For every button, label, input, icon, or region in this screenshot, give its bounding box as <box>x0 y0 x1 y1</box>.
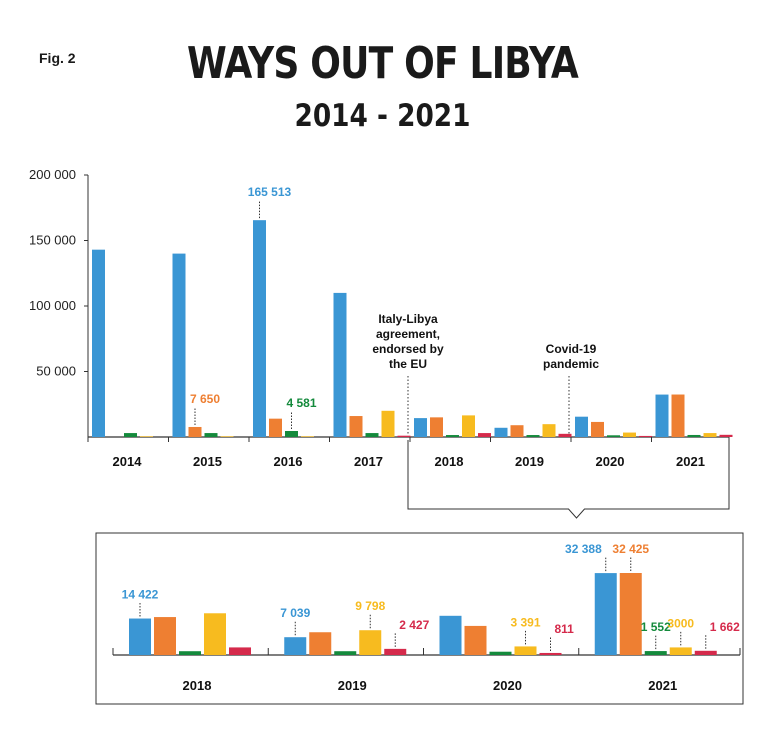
zoom-bar-yellow-2019 <box>359 630 382 655</box>
bar-blue-2015 <box>172 253 186 437</box>
value-label: 7 650 <box>190 392 220 406</box>
bar-orange-2020 <box>591 421 604 437</box>
bar-orange-2021 <box>671 394 685 437</box>
zoom-bar-orange-2019 <box>309 632 332 655</box>
bar-green-2015 <box>204 433 218 437</box>
bar-blue-2017 <box>333 292 347 437</box>
annotation-text: the EU <box>389 357 427 371</box>
x-tick-label: 2016 <box>274 454 303 469</box>
annotation-text: Italy-Libya <box>378 312 438 326</box>
zoom-value-label: 1 662 <box>710 620 740 634</box>
bar-red-2021 <box>719 434 733 437</box>
zoom-value-label: 32 388 <box>565 542 602 556</box>
chart-title: WAYS OUT OF LIBYA <box>187 38 579 89</box>
zoom-value-label: 3000 <box>667 616 694 630</box>
zoom-value-label: 1 552 <box>641 620 671 634</box>
x-tick-label: 2017 <box>354 454 383 469</box>
zoom-bar-yellow-2018 <box>204 613 226 655</box>
annotation-text: endorsed by <box>372 342 444 356</box>
y-tick-label: 150 000 <box>29 233 76 248</box>
bar-yellow-2014 <box>140 436 153 437</box>
bar-blue-2019 <box>494 427 508 437</box>
x-tick-label: 2015 <box>193 454 222 469</box>
bar-green-2017 <box>365 433 379 437</box>
zoom-bar-red-2020 <box>539 652 562 655</box>
zoom-bar-blue-2021 <box>594 573 617 655</box>
zoom-bracket <box>407 440 730 519</box>
zoom-panel-frame <box>95 532 744 705</box>
zoom-value-label: 3 391 <box>510 615 540 629</box>
annotation-text: Covid-19 <box>546 342 597 356</box>
chart-subtitle: 2014 - 2021 <box>294 98 471 134</box>
bar-red-2017 <box>397 435 411 437</box>
bar-blue-2018 <box>414 418 427 437</box>
zoom-x-tick-label: 2019 <box>338 678 367 693</box>
annotation-text: pandemic <box>543 357 599 371</box>
bar-yellow-2021 <box>703 433 717 437</box>
annotation-text: agreement, <box>376 327 440 341</box>
x-tick-label: 2014 <box>113 454 143 469</box>
x-tick-label: 2018 <box>435 454 464 469</box>
bar-green-2018 <box>446 435 459 437</box>
zoom-value-label: 14 422 <box>122 588 159 602</box>
zoom-value-label: 9 798 <box>355 599 385 613</box>
zoom-bar-green-2020 <box>489 651 512 655</box>
bar-orange-2015 <box>188 426 202 437</box>
zoom-bar-yellow-2020 <box>514 646 537 655</box>
x-tick-label: 2019 <box>515 454 544 469</box>
bar-orange-2016 <box>269 418 282 437</box>
x-tick-label: 2020 <box>596 454 625 469</box>
zoom-bar-red-2018 <box>229 647 251 655</box>
bar-yellow-2016 <box>301 436 314 437</box>
bar-red-2018 <box>478 433 491 437</box>
bar-blue-2014 <box>92 249 105 437</box>
x-tick-label: 2021 <box>676 454 705 469</box>
zoom-value-label: 7 039 <box>280 606 310 620</box>
bar-green-2020 <box>607 435 620 437</box>
bar-green-2019 <box>526 435 540 437</box>
bar-blue-2020 <box>575 416 588 437</box>
bar-blue-2021 <box>655 394 669 437</box>
value-label: 165 513 <box>248 185 292 199</box>
bar-green-2021 <box>687 434 701 437</box>
bar-yellow-2020 <box>623 432 636 437</box>
bar-orange-2019 <box>510 425 524 437</box>
zoom-bar-blue-2018 <box>129 618 151 655</box>
zoom-value-label: 811 <box>555 622 575 636</box>
zoom-bar-orange-2018 <box>154 617 176 655</box>
bar-yellow-2017 <box>381 410 395 437</box>
bar-orange-2017 <box>349 416 363 437</box>
y-tick-label: 100 000 <box>29 298 76 313</box>
zoom-bar-green-2021 <box>644 651 667 655</box>
y-tick-label: 50 000 <box>36 364 76 379</box>
y-tick-label: 200 000 <box>29 167 76 182</box>
bar-yellow-2015 <box>220 436 234 437</box>
zoom-bar-red-2019 <box>384 648 407 655</box>
bar-red-2020 <box>639 435 652 437</box>
zoom-bar-blue-2020 <box>439 615 462 655</box>
zoom-value-label: 2 427 <box>399 618 429 632</box>
zoom-value-label: 32 425 <box>612 542 649 556</box>
zoom-bar-yellow-2021 <box>669 647 692 655</box>
bar-yellow-2019 <box>542 424 556 437</box>
zoom-bar-red-2021 <box>694 650 717 655</box>
figure-label: Fig. 2 <box>39 50 76 66</box>
zoom-bar-orange-2021 <box>619 573 642 655</box>
zoom-bar-green-2018 <box>179 651 201 655</box>
zoom-x-tick-label: 2020 <box>493 678 522 693</box>
zoom-bar-green-2019 <box>334 651 357 655</box>
bar-red-2019 <box>558 433 572 437</box>
zoom-bar-blue-2019 <box>284 637 307 655</box>
bar-yellow-2018 <box>462 415 475 437</box>
bar-green-2014 <box>124 433 137 437</box>
bar-orange-2018 <box>430 417 443 437</box>
bar-green-2016 <box>285 430 298 437</box>
zoom-x-tick-label: 2021 <box>648 678 677 693</box>
bar-blue-2016 <box>253 220 266 437</box>
zoom-bar-orange-2020 <box>464 625 487 655</box>
value-label: 4 581 <box>286 396 316 410</box>
zoom-x-tick-label: 2018 <box>183 678 212 693</box>
